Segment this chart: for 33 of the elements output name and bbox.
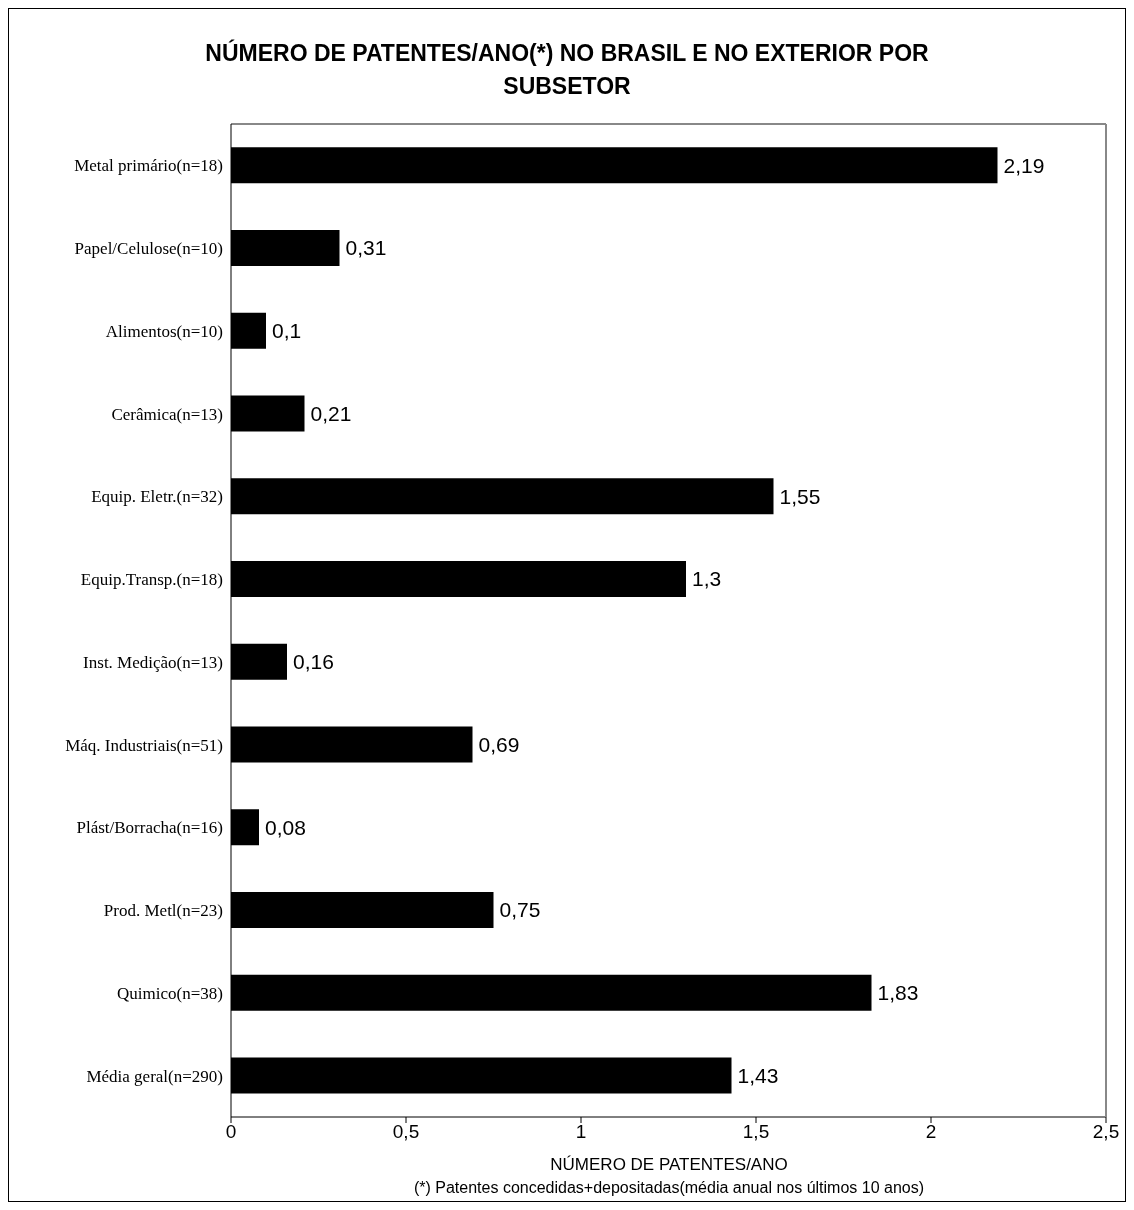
data-label: 1,43 xyxy=(737,1063,779,1087)
y-tick-label: Inst. Medição(n=13) xyxy=(83,652,223,672)
x-tick-label: 1,5 xyxy=(742,1121,770,1143)
data-label: 0,16 xyxy=(293,650,334,674)
data-label: 0,75 xyxy=(499,898,541,922)
y-tick-label: Quimico(n=38) xyxy=(117,983,223,1003)
x-tick-label: 2 xyxy=(925,1121,937,1143)
y-tick-label: Papel/Celulose(n=10) xyxy=(74,239,223,259)
y-tick-label: Alimentos(n=10) xyxy=(105,321,223,341)
y-tick-label: Cerâmica(n=13) xyxy=(111,404,223,424)
data-label: 0,21 xyxy=(310,401,352,425)
x-tick-label: 1 xyxy=(575,1121,587,1143)
y-tick-label: Máq. Industriais(n=51) xyxy=(65,735,223,755)
chart-title: NÚMERO DE PATENTES/ANO(*) NO BRASIL E NO EXTERIOR POR SUBSETOR xyxy=(204,38,930,101)
x-axis-title: NÚMERO DE PATENTES/ANO xyxy=(549,1155,789,1175)
data-label: 1,55 xyxy=(779,484,821,508)
x-tick-label: 0,5 xyxy=(392,1121,420,1143)
data-label: 1,83 xyxy=(877,981,919,1005)
data-label: 1,3 xyxy=(692,567,722,591)
y-tick-label: Equip. Eletr.(n=32) xyxy=(91,487,223,507)
x-tick-label: 0 xyxy=(225,1121,237,1143)
y-tick-label: Metal primário(n=18) xyxy=(74,156,223,176)
x-tick-label: 2,5 xyxy=(1092,1121,1120,1143)
y-tick-label: Média geral(n=290) xyxy=(86,1066,223,1086)
y-tick-label: Plást/Borracha(n=16) xyxy=(76,818,223,838)
data-label: 0,31 xyxy=(345,236,387,260)
text: (*) Patentes concedidas+depositadas(média anual nos últimos 10 anos) xyxy=(412,1179,926,1197)
data-label: 0,1 xyxy=(272,319,302,343)
data-label: 0,08 xyxy=(265,815,306,839)
data-label: 0,69 xyxy=(478,732,520,756)
data-label: 2,19 xyxy=(1003,153,1045,177)
y-tick-label: Prod. Metl(n=23) xyxy=(103,901,223,921)
y-tick-label: Equip.Transp.(n=18) xyxy=(80,570,223,590)
